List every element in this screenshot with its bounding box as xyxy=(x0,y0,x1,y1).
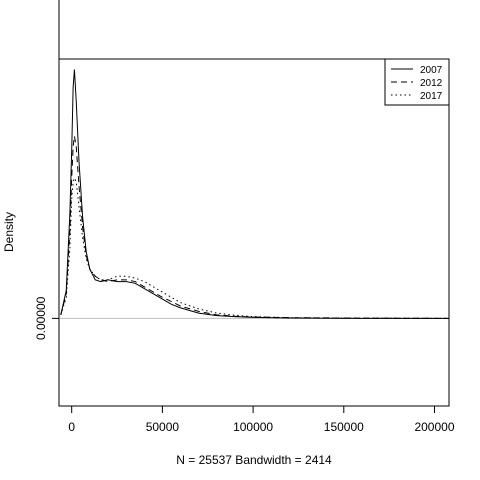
series-line-2017 xyxy=(60,176,450,319)
plot-frame xyxy=(58,58,450,407)
x-tick-label: 0 xyxy=(68,420,75,434)
x-tick-label: 200000 xyxy=(414,420,454,434)
x-tick-label: 100000 xyxy=(233,420,273,434)
y-axis-label: Density xyxy=(2,212,16,252)
x-axis: 0 50000 100000 150000 200000 xyxy=(68,405,455,434)
series-line-2012 xyxy=(60,136,450,319)
legend: 2007 2012 2017 xyxy=(384,58,450,106)
series-line-2007 xyxy=(60,69,449,319)
legend-label-2007: 2007 xyxy=(420,65,443,76)
x-axis-label: N = 25537 Bandwidth = 2414 xyxy=(176,453,332,467)
legend-label-2017: 2017 xyxy=(420,91,443,102)
x-tick-label: 150000 xyxy=(324,420,364,434)
y-tick-label: 0.00000 xyxy=(34,296,48,340)
x-tick-label: 50000 xyxy=(146,420,180,434)
legend-label-2012: 2012 xyxy=(420,78,443,89)
series-layer xyxy=(60,69,450,319)
